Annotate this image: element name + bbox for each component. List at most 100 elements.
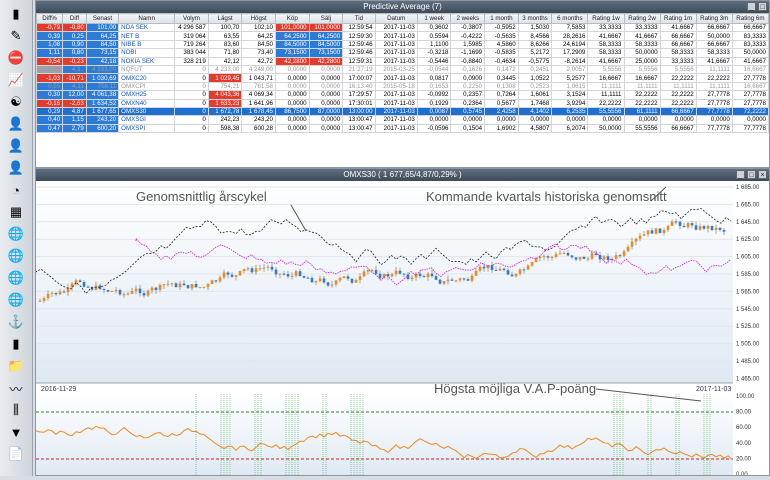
candle bbox=[558, 253, 562, 255]
column-header[interactable]: Rating 3m bbox=[695, 13, 733, 24]
table-cell: 0,3602 bbox=[416, 22, 452, 33]
table-row[interactable]: -0,54 -0,23 42,18 NOKIA SEK 328 219 42,12 42,7… bbox=[35, 56, 770, 66]
chart-titlebar: OMXS30 ( 1 677,65/4,87/0,29% ) _ □ × bbox=[36, 169, 769, 181]
page-icon[interactable]: 📄 bbox=[7, 446, 25, 461]
column-header[interactable]: Lägst bbox=[207, 13, 243, 24]
column-header[interactable]: Rating 6m bbox=[731, 13, 770, 24]
column-header[interactable]: Datum bbox=[374, 13, 418, 24]
table-row[interactable]: 0,00 4,3.. 4 233,00 NQFUT 0 4 233,00 4 249,00 0… bbox=[35, 64, 770, 75]
minimize-icon[interactable]: _ bbox=[747, 2, 756, 11]
candle bbox=[514, 273, 518, 277]
table-cell: 83,60 bbox=[207, 39, 243, 50]
candle bbox=[430, 273, 434, 277]
table-cell: 0,0000 bbox=[731, 115, 770, 125]
column-header[interactable]: Tid bbox=[342, 13, 376, 24]
column-header[interactable]: Senast bbox=[85, 13, 120, 24]
chart-icon[interactable]: 📈 bbox=[7, 72, 25, 87]
column-header[interactable]: 2 weeks bbox=[450, 13, 486, 24]
stop-icon[interactable]: ⛔ bbox=[7, 50, 25, 65]
table-row[interactable]: 0,55 4,11 758,11 OMXCPI 0 754,21 761,58 0,0000 0… bbox=[35, 81, 770, 92]
globe-icon[interactable]: 🌐 bbox=[7, 248, 25, 263]
table-cell: 4,5807 bbox=[517, 123, 553, 134]
bars-icon[interactable]: ▮ bbox=[12, 336, 20, 351]
seasonal-cycle-line bbox=[35, 208, 732, 295]
table-cell: 0,0000 bbox=[517, 115, 553, 125]
table-row[interactable]: 0,30 12,00 4 061,38 OMXH25 0 4 043,36 4 069,34… bbox=[35, 90, 770, 100]
table-cell: 83,3333 bbox=[731, 31, 770, 41]
column-header[interactable]: Köp bbox=[274, 13, 310, 24]
candle bbox=[126, 293, 130, 295]
table-row[interactable]: -1,03 -10,71 1 030,69 OMXC20 0 1 029,45 1 043,… bbox=[35, 73, 770, 83]
column-header[interactable]: 1 week bbox=[416, 13, 452, 24]
table-cell: 0,0000 bbox=[274, 73, 310, 83]
bars-icon[interactable]: ▮ bbox=[12, 6, 20, 21]
globe-icon[interactable]: 🌐 bbox=[7, 270, 25, 285]
column-header[interactable]: Högst bbox=[241, 13, 276, 24]
table-cell: 12:59:31 bbox=[342, 56, 376, 66]
table-cell: 0 bbox=[174, 106, 209, 117]
person-icon[interactable]: 👤 bbox=[7, 160, 25, 175]
candle bbox=[90, 287, 94, 290]
candle bbox=[278, 273, 282, 275]
table-cell: 0,0000 bbox=[623, 115, 661, 125]
filter-icon[interactable]: ▼ bbox=[9, 424, 23, 440]
table-cell: 12,00 bbox=[62, 90, 87, 100]
candle bbox=[146, 290, 150, 296]
folder-icon[interactable]: 📁 bbox=[7, 358, 25, 373]
column-header[interactable]: 3 months bbox=[517, 13, 553, 24]
column-header[interactable]: Sälj bbox=[308, 13, 344, 24]
maximize-icon[interactable]: □ bbox=[747, 170, 756, 179]
column-header[interactable]: 6 months bbox=[551, 13, 589, 24]
table-row[interactable]: -0,16 -2,63 1 634,52 OMXN40 0 1 633,23 1 641,9… bbox=[35, 98, 770, 108]
price-chart[interactable]: 1 685.00 1 665.00 1 645.00 1 625.00 1 605.00… bbox=[35, 181, 769, 478]
column-header[interactable]: Namn bbox=[118, 13, 176, 24]
globe-icon[interactable]: 🌐 bbox=[7, 226, 25, 241]
table-cell: 66,6667 bbox=[731, 22, 770, 33]
column-header[interactable]: Volym bbox=[174, 13, 209, 24]
candle bbox=[370, 269, 374, 271]
grid-icon[interactable]: ▦ bbox=[9, 204, 23, 219]
column-header[interactable]: Rating 1w bbox=[587, 13, 625, 24]
candle bbox=[174, 283, 178, 288]
column-header[interactable]: Rating 1m bbox=[659, 13, 697, 24]
predictive-average-window: Predictive Average (7) _ □ Diff% Diff Senas… bbox=[35, 0, 770, 168]
table-cell: 77,7778 bbox=[695, 106, 733, 117]
column-header[interactable]: Diff% bbox=[35, 13, 64, 24]
table-row[interactable]: 1,11 0,80 73,15 NOBI 383 044 71,80 73,40 73,150… bbox=[35, 48, 770, 58]
globe-icon[interactable]: 🌐 bbox=[7, 292, 25, 307]
person-icon[interactable]: 👤 bbox=[7, 116, 25, 131]
table-row[interactable]: 1,08 0,90 84,50 NIBE B 719 264 83,60 84,50 84,5… bbox=[35, 39, 770, 50]
table-row[interactable]: 0,29 4,87 1 677,65 OMXS30 0 1 672,78 1 678,45 8… bbox=[35, 106, 770, 117]
anchor-icon[interactable]: ⚓ bbox=[7, 314, 25, 329]
column-header[interactable]: Rating 2w bbox=[623, 13, 661, 24]
edit-icon[interactable]: ✎ bbox=[10, 28, 22, 43]
maximize-icon[interactable]: □ bbox=[758, 2, 767, 11]
column-header[interactable]: 1 month bbox=[484, 13, 519, 24]
table-cell: 4,87 bbox=[62, 106, 87, 117]
table-cell: 55,5556 bbox=[587, 106, 625, 117]
table-cell: 4,3.. bbox=[62, 64, 87, 75]
table-row[interactable]: 0,39 0,25 64,25 NET B 319 064 63,55 64,25 64,25… bbox=[35, 31, 770, 41]
table-cell: 66,6667 bbox=[659, 123, 697, 134]
candle bbox=[326, 282, 330, 286]
candle bbox=[266, 266, 270, 268]
candle bbox=[230, 274, 234, 277]
candle bbox=[238, 271, 242, 276]
table-cell: 0,29 bbox=[35, 106, 64, 117]
table-row[interactable]: -0,79 -0,80 101,00 NDA SEK 4 296 587 100,70 10… bbox=[35, 22, 770, 33]
yin-yang-icon[interactable]: ☯ bbox=[10, 94, 22, 109]
clock-icon[interactable]: ◔ bbox=[12, 182, 20, 198]
candle bbox=[362, 271, 366, 277]
table-row[interactable]: 0,40 1,15 243,20 OMXSGI 0 242,23 243,20 0,0000 0… bbox=[35, 115, 770, 125]
close-icon[interactable]: × bbox=[758, 170, 767, 179]
column-header[interactable]: Diff bbox=[62, 13, 87, 24]
table-cell: 22,2222 bbox=[623, 90, 661, 100]
table-cell: 0,0000 bbox=[416, 115, 452, 125]
table-cell: 4 233,00 bbox=[207, 64, 243, 75]
table-row[interactable]: 0,47 2,79 600,20 OMXSPI 0 598,38 600,28 0,0000 0… bbox=[35, 123, 770, 134]
minimize-icon[interactable]: _ bbox=[736, 170, 745, 179]
table-cell: 17,2909 bbox=[551, 48, 589, 58]
candlestick-icon[interactable]: ⫼ bbox=[13, 402, 19, 417]
person-icon[interactable]: 👤 bbox=[7, 138, 25, 153]
wave-icon[interactable]: 〰 bbox=[9, 381, 23, 397]
